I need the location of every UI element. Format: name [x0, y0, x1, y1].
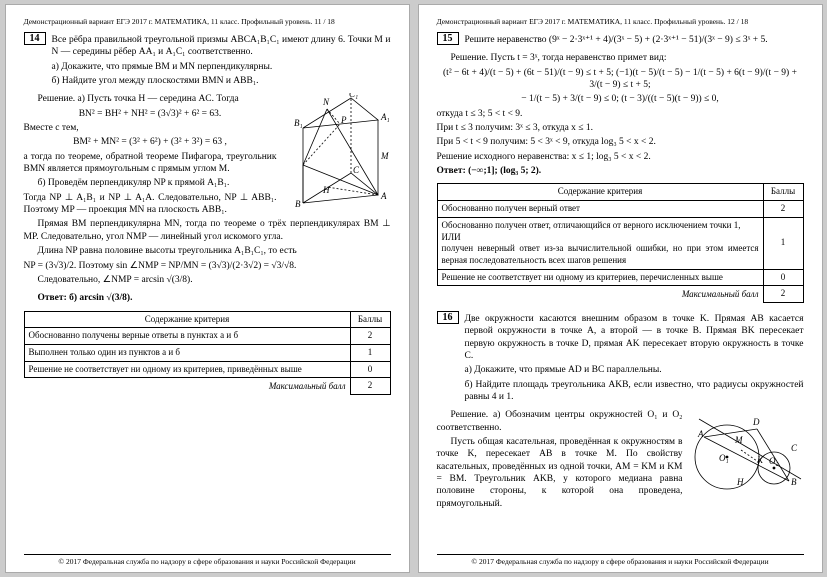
answer: Ответ: (−∞;1]; (log₃ 5; 2). [437, 166, 542, 176]
svg-text:D: D [752, 417, 760, 427]
answer: Ответ: б) arcsin √(3/8). [38, 293, 133, 303]
rubric-table: Содержание критерияБаллы Обоснованно пол… [24, 311, 391, 395]
equation: NP = (3√3)/2. Поэтому sin ∠NMP = NP/MN =… [24, 260, 391, 272]
svg-text:H: H [322, 185, 330, 195]
stem: Решите неравенство (9ˣ − 2·3ˣ⁺¹ + 4)/(3ˣ… [465, 34, 804, 46]
solution-line: откуда t ≤ 3; 5 < t < 9. [437, 108, 804, 120]
page-header: Демонстрационный вариант ЕГЭ 2017 г. МАТ… [437, 17, 804, 26]
stem: Две окружности касаются внешним образом … [465, 313, 804, 362]
solution-line: При 5 < t < 9 получим: 5 < 3ˣ < 9, откуд… [437, 136, 804, 148]
solution-line: При t ≤ 3 получим: 3ˣ ≤ 3, откуда x ≤ 1. [437, 122, 804, 134]
figure-circles: D A K C B M H O₁ O₂ [689, 409, 804, 509]
equation: (t² − 6t + 4)/(t − 5) + (6t − 51)/(t − 9… [437, 67, 804, 92]
solution-line: Решение. Пусть t = 3ˣ, тогда неравенство… [437, 52, 804, 64]
svg-text:N: N [322, 97, 330, 107]
task-14: 14 Все рёбра правильной треугольной приз… [24, 32, 391, 89]
task-16: 16 Две окружности касаются внешним образ… [437, 311, 804, 405]
solution-line: Длина NP равна половине высоты треугольн… [24, 245, 391, 257]
svg-text:C: C [791, 443, 798, 453]
equation: − 1/(t − 5) + 3/(t − 9) ≤ 0; (t − 3)/((t… [437, 93, 804, 105]
svg-text:B₁: B₁ [294, 118, 303, 128]
svg-text:A: A [697, 429, 704, 439]
solution-line: Решение исходного неравенства: x ≤ 1; lo… [437, 151, 804, 163]
svg-text:A: A [380, 191, 387, 201]
svg-text:B: B [791, 477, 797, 487]
svg-text:C₁: C₁ [349, 93, 358, 99]
page-footer: © 2017 Федеральная служба по надзору в с… [437, 554, 804, 566]
equation: Следовательно, ∠NMP = arcsin √(3/8). [24, 274, 391, 286]
part-a: а) Докажите, что прямые BM и MN перпенди… [52, 61, 391, 73]
task-15: 15 Решите неравенство (9ˣ − 2·3ˣ⁺¹ + 4)/… [437, 32, 804, 48]
task-number: 14 [24, 32, 46, 45]
part-b: б) Найдите угол между плоскостями BMN и … [52, 75, 391, 87]
stem: Все рёбра правильной треугольной призмы … [52, 34, 391, 59]
svg-text:K: K [756, 455, 764, 465]
svg-text:A₁: A₁ [380, 112, 390, 122]
svg-text:M: M [380, 151, 389, 161]
task-number: 16 [437, 311, 459, 324]
figure-prism: B A C B₁ A₁ C₁ M N P H [283, 93, 391, 213]
page-footer: © 2017 Федеральная служба по надзору в с… [24, 554, 391, 566]
svg-text:C: C [353, 165, 360, 175]
svg-text:P: P [340, 115, 347, 125]
page-header: Демонстрационный вариант ЕГЭ 2017 г. МАТ… [24, 17, 391, 26]
svg-text:B: B [295, 199, 301, 209]
rubric-table: Содержание критерияБаллы Обоснованно пол… [437, 183, 804, 303]
svg-text:H: H [736, 477, 744, 487]
part-b: б) Найдите площадь треугольника AKB, есл… [465, 379, 804, 404]
part-a: а) Докажите, что прямые AD и BC параллел… [465, 364, 804, 376]
svg-text:M: M [734, 435, 743, 445]
task-number: 15 [437, 32, 459, 45]
page-left: Демонстрационный вариант ЕГЭ 2017 г. МАТ… [5, 4, 410, 573]
svg-text:O₁: O₁ [719, 453, 729, 463]
page-right: Демонстрационный вариант ЕГЭ 2017 г. МАТ… [418, 4, 823, 573]
svg-text:O₂: O₂ [769, 456, 779, 466]
solution-line: Прямая BM перпендикулярна MN, тогда по т… [24, 218, 391, 243]
